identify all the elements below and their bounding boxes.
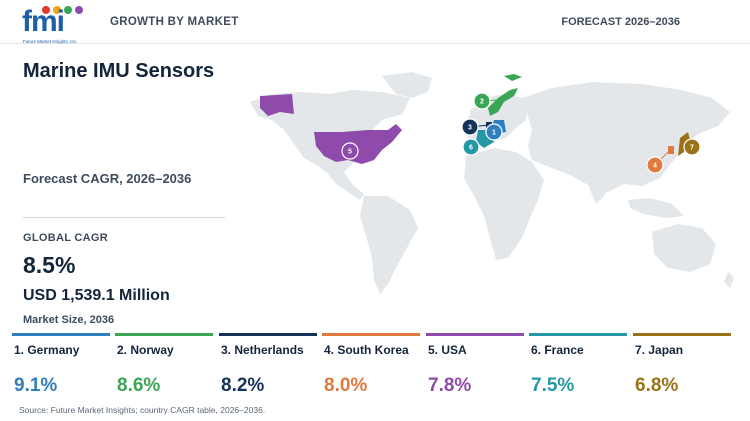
pin-france: 6 [462, 137, 485, 156]
australia-shape [652, 224, 716, 272]
global-cagr-label: GLOBAL CAGR [23, 232, 108, 244]
pin-japan: 7 [683, 138, 701, 156]
svg-text:3: 3 [468, 125, 472, 132]
report-title: Marine IMU Sensors [23, 60, 215, 82]
south-america-shape [360, 196, 418, 294]
global-cagr-value: 8.5% [23, 252, 76, 278]
country-cagr: 8.6% [117, 375, 161, 396]
forecast-cagr-label: Forecast CAGR, 2026–2036 [23, 171, 192, 186]
country-accent-bar [322, 333, 420, 336]
africa-shape [464, 148, 544, 260]
market-size-label: Market Size, 2036 [23, 314, 115, 326]
country-cagr: 6.8% [635, 375, 679, 396]
fmi-logo[interactable]: fmi Future Market Insights, Inc. [22, 5, 94, 46]
asia-shape [522, 82, 730, 192]
country-accent-bar [115, 333, 213, 336]
country-accent-bar [426, 333, 524, 336]
svg-text:1: 1 [492, 130, 496, 137]
country-card-france[interactable]: 6. France 7.5% [529, 333, 627, 405]
country-cagr: 7.5% [531, 375, 575, 396]
forecast-label: FORECAST 2026–2036 [561, 16, 680, 28]
country-accent-bar [633, 333, 731, 336]
header-bar: fmi Future Market Insights, Inc. GROWTH … [0, 0, 750, 44]
country-card-south-korea[interactable]: 4. South Korea 8.0% [322, 333, 420, 405]
svg-text:6: 6 [469, 145, 473, 152]
country-name: 4. South Korea [324, 343, 409, 357]
country-card-japan[interactable]: 7. Japan 6.8% [633, 333, 731, 405]
country-name: 3. Netherlands [221, 343, 304, 357]
country-cagr: 9.1% [14, 375, 58, 396]
svg-text:5: 5 [348, 149, 352, 156]
source-note: Source: Future Market Insights; country … [19, 405, 266, 415]
central-america-shape [328, 172, 364, 200]
country-card-netherlands[interactable]: 3. Netherlands 8.2% [219, 333, 317, 405]
highlight-norway-svalbard [504, 74, 522, 81]
country-name: 1. Germany [14, 343, 80, 357]
divider [23, 217, 225, 218]
se-asia-shape [628, 198, 684, 218]
section-label: GROWTH BY MARKET [110, 16, 239, 28]
highlight-south-korea [668, 146, 674, 154]
country-name: 5. USA [428, 343, 467, 357]
country-card-usa[interactable]: 5. USA 7.8% [426, 333, 524, 405]
pin-norway: 2 [473, 92, 499, 110]
country-accent-bar [529, 333, 627, 336]
world-map: 1 2 3 4 5 6 7 [250, 72, 734, 294]
logo-dots-icon [42, 6, 94, 16]
svg-text:2: 2 [480, 99, 484, 106]
greenland-shape [382, 72, 432, 98]
country-card-norway[interactable]: 2. Norway 8.6% [115, 333, 213, 405]
india-shape [586, 166, 612, 204]
map-land [250, 72, 734, 294]
pin-south-korea: 4 [646, 149, 671, 174]
country-accent-bar [12, 333, 110, 336]
country-accent-bar [219, 333, 317, 336]
country-cagr: 7.8% [428, 375, 472, 396]
country-strip: 1. Germany 9.1% 2. Norway 8.6% 3. Nether… [12, 333, 750, 405]
country-cagr: 8.2% [221, 375, 265, 396]
country-name: 2. Norway [117, 343, 174, 357]
market-size-value: USD 1,539.1 Million [23, 287, 170, 304]
country-name: 7. Japan [635, 343, 684, 357]
country-card-germany[interactable]: 1. Germany 9.1% [12, 333, 110, 405]
logo-tagline: Future Market Insights, Inc. [23, 39, 78, 44]
pin-usa: 5 [341, 142, 359, 160]
highlight-norway [488, 88, 518, 116]
pin-germany: 1 [485, 123, 503, 141]
highlight-usa [260, 94, 402, 164]
new-zealand-shape [724, 272, 734, 288]
country-cagr: 8.0% [324, 375, 368, 396]
logo-wordmark: fmi [22, 5, 65, 38]
country-name: 6. France [531, 343, 584, 357]
svg-text:4: 4 [653, 163, 657, 170]
uk-shape [470, 106, 478, 122]
svg-text:7: 7 [690, 145, 694, 152]
pin-netherlands: 3 [461, 118, 490, 136]
